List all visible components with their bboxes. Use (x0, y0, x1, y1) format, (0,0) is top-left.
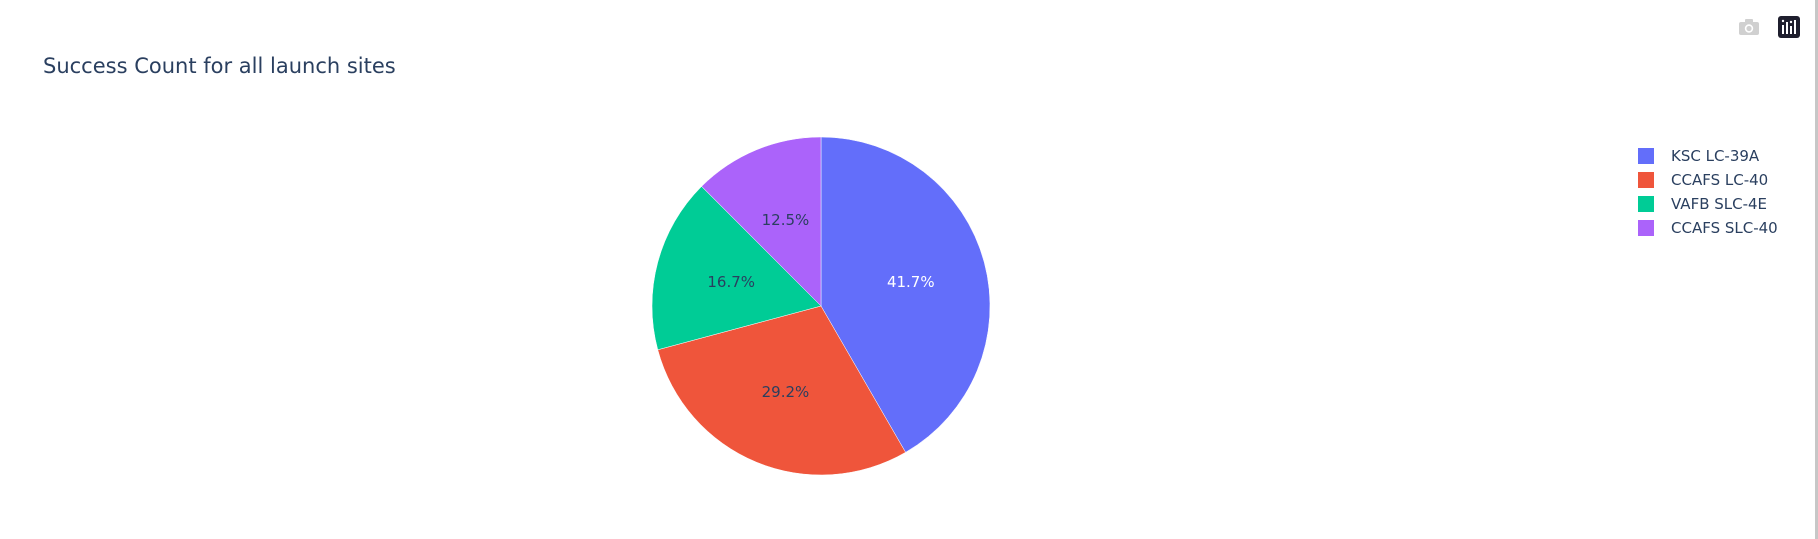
legend: KSC LC-39A CCAFS LC-40 VAFB SLC-4E CCAFS SL… (1638, 144, 1778, 240)
pie-slice-vafb-slc-4e[interactable] (651, 186, 822, 351)
legend-item-ccafs-lc-40[interactable]: CCAFS LC-40 (1638, 168, 1778, 192)
legend-swatch (1638, 196, 1654, 212)
modebar (1736, 14, 1802, 40)
legend-label: CCAFS SLC-40 (1671, 219, 1778, 237)
camera-icon[interactable] (1736, 14, 1762, 40)
legend-swatch (1638, 172, 1654, 188)
pie-slice-ccafs-lc-40[interactable] (657, 305, 906, 476)
legend-swatch (1638, 148, 1654, 164)
legend-item-vafb-slc-4e[interactable]: VAFB SLC-4E (1638, 192, 1778, 216)
slice-label: 12.5% (762, 211, 810, 229)
slice-label: 29.2% (762, 383, 810, 401)
pie-slice-ccafs-slc-40[interactable] (701, 136, 822, 307)
pie-slice-ksc-lc-39a[interactable] (820, 136, 991, 453)
slice-label: 41.7% (887, 273, 935, 291)
scrollbar[interactable] (1815, 0, 1818, 539)
legend-item-ccafs-slc-40[interactable]: CCAFS SLC-40 (1638, 216, 1778, 240)
legend-item-ksc-lc-39a[interactable]: KSC LC-39A (1638, 144, 1778, 168)
legend-label: CCAFS LC-40 (1671, 171, 1769, 189)
legend-swatch (1638, 220, 1654, 236)
legend-label: VAFB SLC-4E (1671, 195, 1768, 213)
plotly-logo-icon[interactable] (1776, 14, 1802, 40)
legend-label: KSC LC-39A (1671, 147, 1760, 165)
chart-title: Success Count for all launch sites (43, 54, 396, 78)
slice-label: 16.7% (707, 273, 755, 291)
